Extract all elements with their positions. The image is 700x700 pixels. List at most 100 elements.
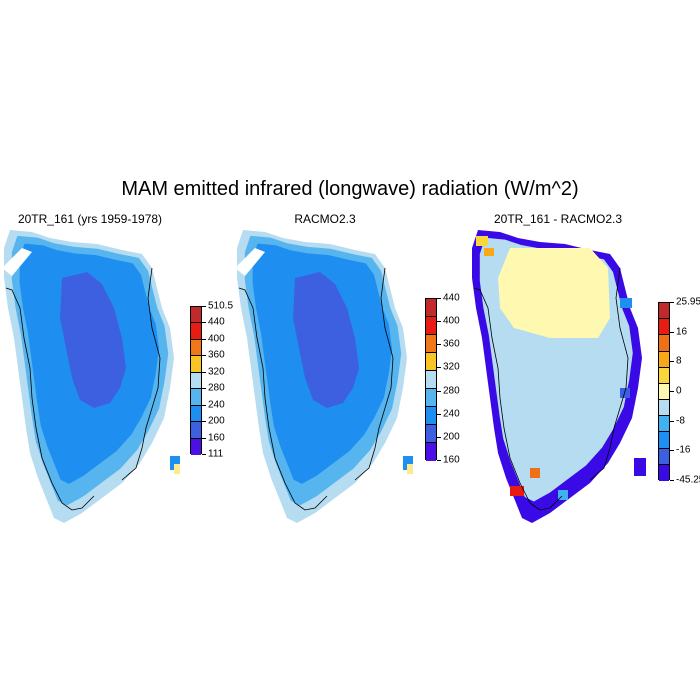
map-interior — [60, 272, 126, 408]
panel-1-map — [2, 230, 180, 523]
colorbar-tick — [202, 306, 206, 307]
colorbar-swatch — [659, 303, 669, 320]
panel-3-colorbar: 25.95 16 8 0 -8 -16 -45.25 — [658, 297, 700, 486]
colorbar-tick — [202, 404, 206, 406]
colorbar-tick — [202, 388, 206, 390]
colorbar-label: 200 — [443, 431, 460, 443]
map-water-gap — [235, 248, 265, 276]
map-water-gap — [2, 248, 32, 276]
colorbar-tick — [202, 338, 206, 340]
panel-1-colorbar: 510.5 440 400 360 320 280 240 200 160 111 — [190, 301, 250, 460]
colorbar-swatch — [191, 422, 201, 439]
colorbar-label: 160 — [208, 432, 225, 444]
panel-2-colorbar: 440 400 360 320 280 240 200 160 — [425, 293, 485, 466]
map-anom-block — [620, 388, 630, 398]
colorbar-swatch — [426, 335, 436, 353]
panel-2-title: RACMO2.3 — [294, 212, 356, 226]
colorbar-tick — [202, 322, 206, 324]
colorbar-label: -16 — [676, 444, 691, 456]
colorbar-tick — [437, 298, 441, 299]
colorbar-label: 240 — [208, 399, 225, 411]
panel-1-title: 20TR_161 (yrs 1959-1978) — [17, 212, 163, 226]
colorbar-label: -45.25 — [676, 474, 700, 486]
colorbar-label: 440 — [443, 292, 460, 304]
colorbar-label: 400 — [443, 315, 460, 327]
colorbar-tick — [670, 361, 674, 363]
colorbar-swatch — [659, 335, 669, 352]
map-anom-block — [476, 236, 488, 246]
colorbar-swatch — [191, 389, 201, 406]
colorbar-label: 0 — [676, 385, 682, 397]
colorbar-label: 25.95 — [676, 296, 700, 308]
colorbar-swatch — [191, 405, 201, 423]
colorbar-tick — [202, 437, 206, 439]
colorbar-tick — [202, 355, 206, 357]
colorbar-tick — [437, 390, 441, 392]
colorbar-label: 400 — [208, 333, 225, 345]
map-anom-north — [498, 248, 610, 338]
colorbar-swatch — [426, 389, 436, 407]
colorbar-tick — [670, 331, 674, 333]
colorbar-swatch — [426, 371, 436, 389]
colorbar-swatch — [659, 464, 669, 481]
colorbar-tick — [202, 421, 206, 423]
colorbar-label: 280 — [443, 385, 460, 397]
colorbar-swatch — [191, 438, 201, 455]
map-interior — [293, 272, 359, 408]
colorbar-label: 111 — [208, 448, 224, 460]
colorbar-label: 510.5 — [208, 300, 234, 312]
colorbar-box — [190, 306, 202, 455]
colorbar-swatch — [426, 407, 436, 425]
colorbar-swatch — [191, 323, 201, 340]
colorbar-label: 160 — [443, 454, 460, 466]
colorbar-label: 320 — [208, 366, 225, 378]
colorbar-tick — [202, 454, 206, 455]
panel-2-map — [235, 230, 413, 523]
map-anom-block — [484, 248, 494, 256]
map-coastline — [473, 267, 629, 511]
colorbar-box — [425, 298, 437, 461]
colorbar-label: 8 — [676, 355, 682, 367]
colorbar-tick — [437, 413, 441, 415]
colorbar-swatch — [659, 400, 669, 417]
colorbar-label: 200 — [208, 415, 225, 427]
colorbar-swatch — [659, 416, 669, 433]
map-anom-block — [510, 486, 524, 496]
colorbar-swatch — [191, 372, 201, 390]
colorbar-swatch — [426, 425, 436, 443]
map-anom-block — [530, 468, 540, 478]
colorbar-swatch — [659, 319, 669, 336]
colorbar-tick — [437, 436, 441, 438]
colorbar-swatch — [426, 443, 436, 461]
colorbar-label: -8 — [676, 415, 685, 427]
figure-title: MAM emitted infrared (longwave) radiatio… — [121, 178, 579, 200]
map-island — [403, 456, 413, 470]
colorbar-label: 440 — [208, 316, 225, 328]
colorbar-tick — [437, 367, 441, 369]
colorbar-tick — [437, 460, 441, 461]
colorbar-tick — [437, 321, 441, 323]
map-anom-block — [558, 490, 568, 500]
colorbar-tick — [670, 480, 674, 481]
colorbar-swatch — [659, 448, 669, 465]
colorbar-tick — [670, 391, 674, 392]
colorbar-label: 360 — [443, 338, 460, 350]
colorbar-swatch — [659, 383, 669, 401]
colorbar-label: 320 — [443, 361, 460, 373]
colorbar-label: 360 — [208, 349, 225, 361]
colorbar-swatch — [659, 367, 669, 384]
panel-3-map — [472, 230, 646, 523]
colorbar-swatch — [659, 432, 669, 449]
map-island-warm — [174, 464, 180, 474]
colorbar-swatch — [426, 317, 436, 335]
colorbar-swatch — [191, 307, 201, 324]
colorbar-swatch — [426, 353, 436, 371]
colorbar-swatch — [659, 351, 669, 368]
colorbar-swatch — [191, 356, 201, 373]
colorbar-tick — [202, 371, 206, 373]
colorbar-label: 240 — [443, 408, 460, 420]
colorbar-swatch — [191, 339, 201, 357]
colorbar-tick — [437, 344, 441, 346]
colorbar-box — [658, 302, 670, 481]
